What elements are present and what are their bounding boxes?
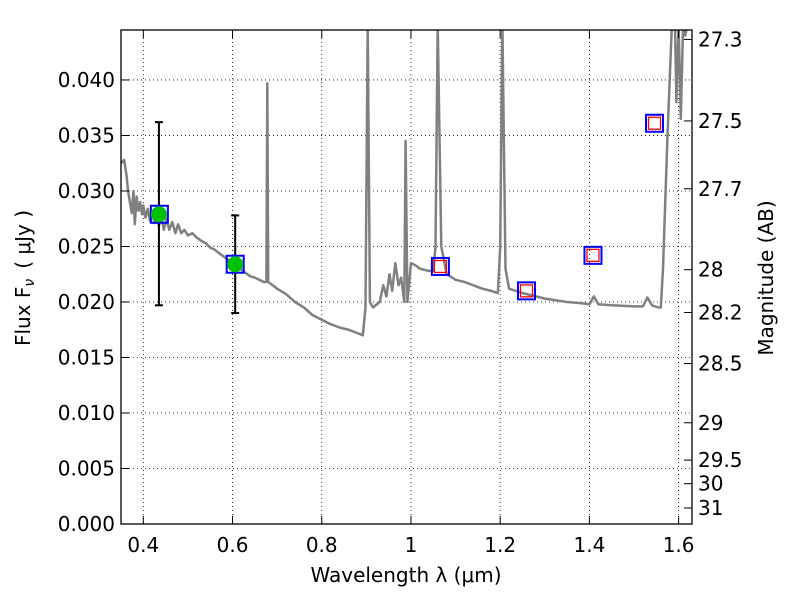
mag-tick-label: 30 <box>698 472 723 496</box>
mag-tick-label: 28 <box>698 258 723 282</box>
x-tick-label: 1 <box>405 533 418 557</box>
model-photometry-square <box>225 254 245 274</box>
plot-frame <box>120 29 693 525</box>
svg-text:Flux Fν( μJy ): Flux Fν ( μJy ) <box>11 210 38 346</box>
y-tick-label: 0.015 <box>58 345 115 369</box>
right-axis-title: Magnitude (AB) <box>754 200 778 355</box>
model-photometry-square <box>149 204 169 224</box>
x-tick-label: 1.6 <box>663 533 695 557</box>
mag-tick-label: 27.7 <box>698 177 743 201</box>
upper-limit-square <box>433 259 448 274</box>
x-tick-label: 1.2 <box>484 533 516 557</box>
y-tick-label: 0.020 <box>58 290 115 314</box>
upper-limit-square <box>519 284 534 298</box>
mag-tick-label: 31 <box>698 496 723 520</box>
x-tick-label: 0.6 <box>217 533 249 557</box>
mag-tick-label: 27.5 <box>698 109 743 133</box>
y-axis-title-main: Flux F <box>11 287 35 346</box>
axis-ticks: 0.4 0.6 0.8 1 1.2 1.4 1.6 0.000 0.005 0.010 0.015 0… <box>58 27 743 557</box>
y-axis-title-sub: ν <box>22 279 38 287</box>
sed-model-line <box>121 30 688 337</box>
x-tick-label: 1.4 <box>573 533 605 557</box>
y-axis-title-unit: ( μJy ) <box>11 210 35 269</box>
model-photometry-square <box>583 245 603 265</box>
y-tick-label: 0.010 <box>58 401 115 425</box>
x-axis-title: Wavelength λ (μm) <box>310 563 501 587</box>
y-tick-label: 0.030 <box>58 179 115 203</box>
x-tick-label: 0.8 <box>306 533 338 557</box>
y-axis-title: Flux Fν ( μJy ) <box>11 210 38 346</box>
observed-point <box>150 206 167 223</box>
observed-point <box>227 256 244 273</box>
y-tick-label: 0.040 <box>58 68 115 92</box>
upper-limit-square <box>647 116 662 130</box>
sed-model-layer <box>121 30 688 337</box>
mag-tick-label: 27.3 <box>698 27 743 51</box>
y-tick-label: 0.000 <box>58 512 115 536</box>
model-photometry-square <box>516 281 536 301</box>
y-tick-label: 0.025 <box>58 234 115 258</box>
mag-tick-label: 29 <box>698 411 723 435</box>
y-tick-label: 0.035 <box>58 123 115 147</box>
mag-tick-label: 28.2 <box>698 300 743 324</box>
upper-limit-square <box>586 248 600 263</box>
photometry-layer <box>149 113 665 315</box>
y-tick-label: 0.005 <box>58 456 115 480</box>
model-photometry-square <box>645 113 665 133</box>
mag-tick-label: 28.5 <box>698 352 743 376</box>
model-photometry-square <box>430 256 450 276</box>
x-tick-label: 0.4 <box>127 533 159 557</box>
mag-tick-label: 29.5 <box>698 448 743 472</box>
